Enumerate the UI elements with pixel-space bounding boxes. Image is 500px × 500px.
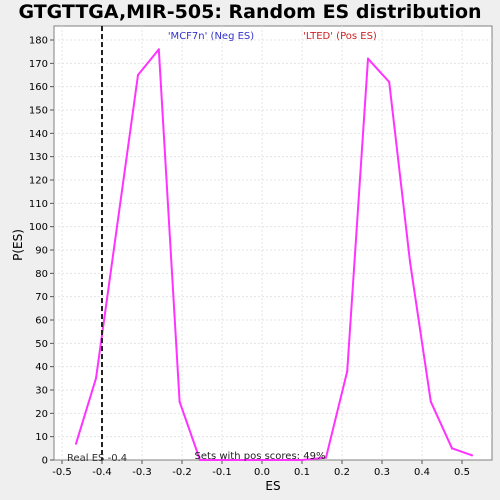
y-tick-label: 120 [29, 176, 48, 187]
data-point [471, 454, 473, 457]
series-segment [157, 48, 181, 403]
y-tick-label: 30 [35, 386, 48, 397]
y-tick-label: 180 [29, 36, 48, 47]
x-axis-label: ES [265, 479, 280, 493]
data-point [367, 57, 369, 60]
data-point [241, 459, 243, 461]
y-tick-label: 170 [29, 59, 48, 70]
series-segment [429, 400, 453, 450]
y-tick-label: 10 [35, 432, 48, 443]
y-tick-label: 160 [29, 82, 48, 93]
y-axis: 0 10 20 30 40 50 60 70 80 90 100 110 120 130 140 150 160… [29, 36, 54, 467]
y-tick-label: 60 [35, 316, 48, 327]
y-tick-label: 100 [29, 222, 48, 233]
data-point [221, 459, 223, 461]
y-tick-label: 150 [29, 106, 48, 117]
data-point [95, 377, 97, 380]
chart-title: GTGTTGA,MIR-505: Random ES distribution [18, 1, 481, 23]
series-segment [178, 400, 201, 461]
x-tick-label: 0.4 [414, 467, 430, 478]
y-tick-label: 140 [29, 129, 48, 140]
x-tick-label: 0.2 [334, 467, 350, 478]
y-tick-label: 80 [35, 269, 48, 280]
y-tick-label: 0 [42, 456, 48, 467]
data-point [137, 74, 139, 76]
x-tick-label: 0.3 [374, 467, 390, 478]
plot-area [53, 25, 493, 461]
pos-scores-label: Sets with pos scores: 49% [195, 451, 326, 462]
x-tick-label: 0.0 [254, 467, 270, 478]
series-segment [95, 74, 139, 380]
data-point [199, 459, 201, 461]
x-tick-label: -0.4 [92, 467, 112, 478]
data-point [281, 459, 283, 461]
x-tick-label: -0.3 [132, 467, 152, 478]
y-tick-label: 130 [29, 152, 48, 163]
y-tick-label: 40 [35, 362, 48, 373]
series-segment [75, 377, 97, 445]
data-point [429, 400, 432, 403]
real-es-label: Real ES -0.4 [67, 453, 127, 464]
neg-es-label: 'MCF7n' (Neg ES) [168, 31, 254, 42]
data-point [451, 447, 453, 450]
x-tick-label: -0.5 [52, 467, 72, 478]
data-point [409, 260, 411, 263]
data-point [157, 48, 160, 51]
data-point [346, 370, 349, 373]
data-point [75, 442, 77, 445]
x-axis: -0.5 -0.4 -0.3 -0.2 -0.1 0.0 0.1 0.2 0.3 0.4 0.5 [52, 460, 470, 478]
series-segment [325, 370, 349, 459]
data-point [301, 459, 303, 461]
y-tick-label: 20 [35, 409, 48, 420]
y-tick-label: 110 [29, 199, 48, 210]
y-tick-label: 50 [35, 339, 48, 350]
series-segment [346, 57, 369, 373]
y-tick-label: 70 [35, 292, 48, 303]
x-tick-label: -0.1 [212, 467, 232, 478]
series-segment [137, 48, 160, 76]
data-point [261, 459, 263, 461]
y-tick-label: 90 [35, 246, 48, 257]
data-point [388, 81, 391, 83]
series-segment [451, 447, 473, 457]
x-tick-label: 0.1 [294, 467, 310, 478]
data-point [325, 456, 327, 459]
series-segment [409, 260, 432, 403]
x-tick-label: -0.2 [172, 467, 192, 478]
distribution-series [75, 48, 473, 461]
x-tick-label: 0.5 [454, 467, 470, 478]
data-point [178, 400, 181, 403]
series-segment [367, 57, 391, 83]
series-segment [388, 81, 411, 263]
series-segment [301, 456, 327, 461]
pos-es-label: 'LTED' (Pos ES) [303, 31, 377, 42]
y-axis-label: P(ES) [11, 229, 25, 261]
